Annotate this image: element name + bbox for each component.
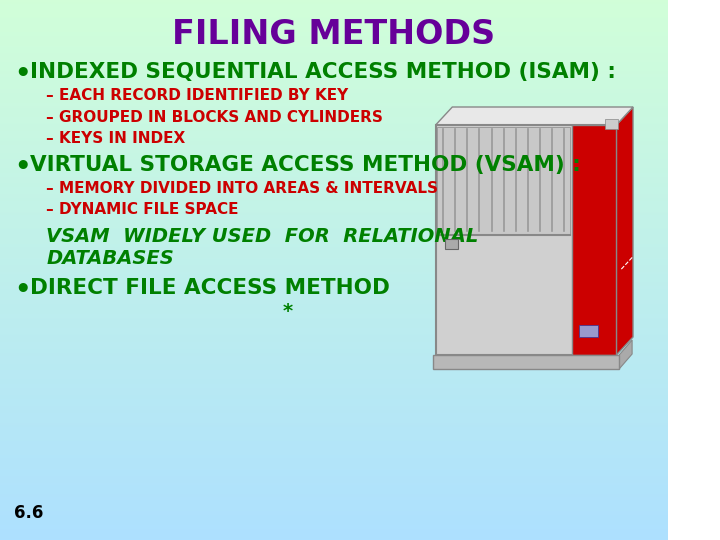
Text: – DYNAMIC FILE SPACE: – DYNAMIC FILE SPACE	[46, 202, 239, 217]
Text: INDEXED SEQUENTIAL ACCESS METHOD (ISAM) :: INDEXED SEQUENTIAL ACCESS METHOD (ISAM) …	[30, 62, 616, 82]
Text: – GROUPED IN BLOCKS AND CYLINDERS: – GROUPED IN BLOCKS AND CYLINDERS	[46, 110, 383, 125]
Polygon shape	[619, 340, 632, 369]
Text: FILING METHODS: FILING METHODS	[172, 18, 495, 51]
FancyBboxPatch shape	[572, 125, 616, 355]
Polygon shape	[616, 107, 633, 355]
Polygon shape	[436, 107, 633, 125]
Text: DATABASES: DATABASES	[46, 249, 174, 268]
FancyBboxPatch shape	[580, 325, 598, 337]
Text: – MEMORY DIVIDED INTO AREAS & INTERVALS: – MEMORY DIVIDED INTO AREAS & INTERVALS	[46, 181, 438, 196]
Text: •: •	[14, 155, 30, 181]
Text: •: •	[14, 62, 30, 88]
Text: – EACH RECORD IDENTIFIED BY KEY: – EACH RECORD IDENTIFIED BY KEY	[46, 88, 348, 103]
Text: *: *	[282, 302, 292, 321]
Text: 6.6: 6.6	[14, 504, 43, 522]
FancyBboxPatch shape	[438, 127, 570, 235]
FancyBboxPatch shape	[606, 119, 618, 129]
Text: VIRTUAL STORAGE ACCESS METHOD (VSAM) :: VIRTUAL STORAGE ACCESS METHOD (VSAM) :	[30, 155, 580, 175]
FancyBboxPatch shape	[436, 125, 616, 355]
Text: VSAM  WIDELY USED  FOR  RELATIONAL: VSAM WIDELY USED FOR RELATIONAL	[46, 227, 479, 246]
Text: •: •	[14, 278, 30, 304]
Text: – KEYS IN INDEX: – KEYS IN INDEX	[46, 131, 186, 146]
Text: DIRECT FILE ACCESS METHOD: DIRECT FILE ACCESS METHOD	[30, 278, 390, 298]
FancyBboxPatch shape	[445, 239, 458, 249]
FancyBboxPatch shape	[433, 355, 619, 369]
